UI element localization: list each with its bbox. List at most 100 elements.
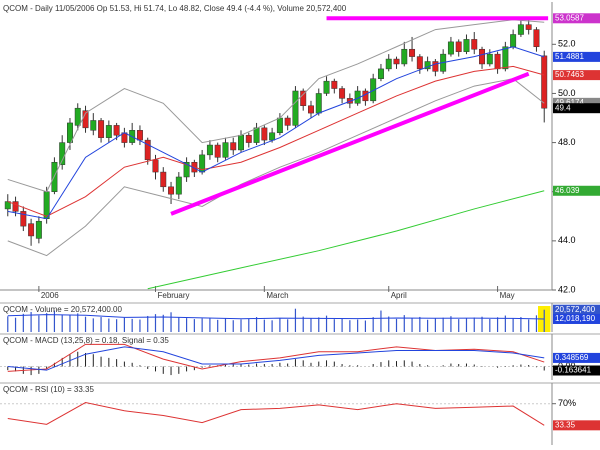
indicator-line — [7, 19, 545, 193]
indicator-line — [7, 346, 545, 371]
candle-body — [471, 39, 478, 50]
candle-body — [238, 134, 244, 151]
value-tag-label: 33.35 — [555, 420, 576, 429]
candle-body — [105, 125, 112, 138]
candle-body — [12, 201, 19, 212]
value-tag-label: 46.039 — [555, 186, 580, 195]
value-tag — [553, 51, 600, 62]
candle-body — [502, 46, 509, 70]
indicator-line — [7, 65, 545, 217]
candle-body — [276, 117, 283, 134]
value-tag-label: 53.0587 — [555, 13, 584, 22]
candle-body — [455, 41, 462, 52]
indicator-line — [7, 78, 545, 257]
candle-body — [59, 142, 66, 165]
candle-body — [20, 211, 27, 227]
candle-body — [113, 125, 120, 136]
indicator-line — [7, 314, 545, 320]
indicator-line — [7, 401, 545, 426]
value-tag — [553, 352, 600, 363]
candle-body — [269, 132, 276, 141]
candle-body — [486, 53, 493, 65]
candle-body — [385, 58, 392, 70]
candle-body — [432, 61, 439, 72]
panel-title: QCOM - Daily 11/05/2006 Op 51.53, Hi 51.… — [3, 4, 347, 13]
candle-body — [416, 56, 423, 70]
candle-body — [300, 90, 307, 106]
candle-body — [43, 191, 50, 219]
candle-body — [98, 120, 105, 138]
value-tag — [553, 304, 600, 315]
candle-body — [152, 159, 159, 173]
candle-body — [261, 127, 268, 141]
indicator-line — [7, 46, 545, 220]
candle-body — [214, 144, 221, 158]
value-tag-label: 50.7463 — [555, 70, 584, 79]
value-tag-label: 12,018,190 — [555, 314, 596, 323]
value-tag — [553, 70, 600, 81]
candle-body — [35, 220, 42, 239]
value-tag-label: 0.348569 — [555, 353, 589, 362]
candle-body — [479, 48, 485, 65]
candle-body — [393, 58, 400, 65]
candle-body — [230, 142, 237, 151]
y-tick-label: 44.0 — [558, 235, 576, 245]
candle-body — [222, 142, 229, 158]
candle-body — [409, 48, 416, 57]
value-tag — [553, 420, 600, 431]
value-tag — [553, 103, 600, 114]
value-tag-label: 49.4 — [555, 103, 571, 112]
candle-body — [377, 68, 384, 79]
candle-body — [533, 29, 540, 48]
value-tag-label: 20,572,400 — [555, 305, 596, 314]
candle-body — [331, 80, 338, 89]
x-tick-label: March — [266, 291, 288, 300]
value-tag-label: 51.4881 — [555, 52, 584, 61]
panel-title: QCOM - Volume = 20,572,400.00 — [3, 305, 123, 314]
x-tick-label: 2006 — [41, 291, 59, 300]
candle-body — [28, 223, 35, 237]
candle-body — [245, 134, 252, 143]
candle-body — [183, 161, 190, 178]
y-tick-label: 42.0 — [558, 284, 576, 294]
candle-body — [206, 144, 213, 156]
value-tag — [553, 13, 600, 24]
indicator-line — [147, 190, 545, 290]
x-tick-label: May — [500, 291, 515, 300]
candle-body — [525, 24, 532, 30]
candle-body — [160, 171, 167, 188]
indicator-line — [7, 343, 545, 372]
candle-body — [74, 107, 81, 126]
value-tag-label: 49.6174 — [555, 98, 584, 107]
candle-body — [90, 120, 97, 131]
candle-body — [517, 24, 524, 35]
y-tick-label: 50.0 — [558, 88, 576, 98]
candle-body — [494, 53, 501, 70]
candle-body — [144, 139, 151, 161]
candle-body — [67, 122, 73, 143]
value-tag-label: -0.163641 — [555, 366, 592, 375]
value-tag — [553, 97, 600, 108]
candle-body — [168, 186, 175, 195]
candle-body — [424, 61, 431, 70]
value-tag — [553, 313, 600, 324]
candle-body — [292, 90, 299, 126]
candle-body — [253, 127, 260, 143]
candle-body — [175, 176, 182, 195]
panel-title: QCOM - MACD (13,25,8) = 0.18, Signal = 0… — [3, 336, 169, 345]
panel-title: QCOM - RSI (10) = 33.35 — [3, 385, 94, 394]
candle-body — [315, 93, 322, 114]
y-tick-label: 52.0 — [558, 39, 576, 49]
candle-body — [308, 105, 314, 114]
candle-body — [370, 78, 377, 102]
x-tick-label: April — [391, 291, 407, 300]
candle-body — [136, 130, 143, 141]
candle-body — [447, 41, 454, 55]
candle-body — [339, 88, 346, 99]
x-tick-label: February — [157, 291, 189, 300]
indicator-line — [170, 71, 530, 216]
candle-body — [463, 39, 470, 52]
candle-body — [284, 117, 291, 126]
candle-body — [510, 34, 517, 48]
